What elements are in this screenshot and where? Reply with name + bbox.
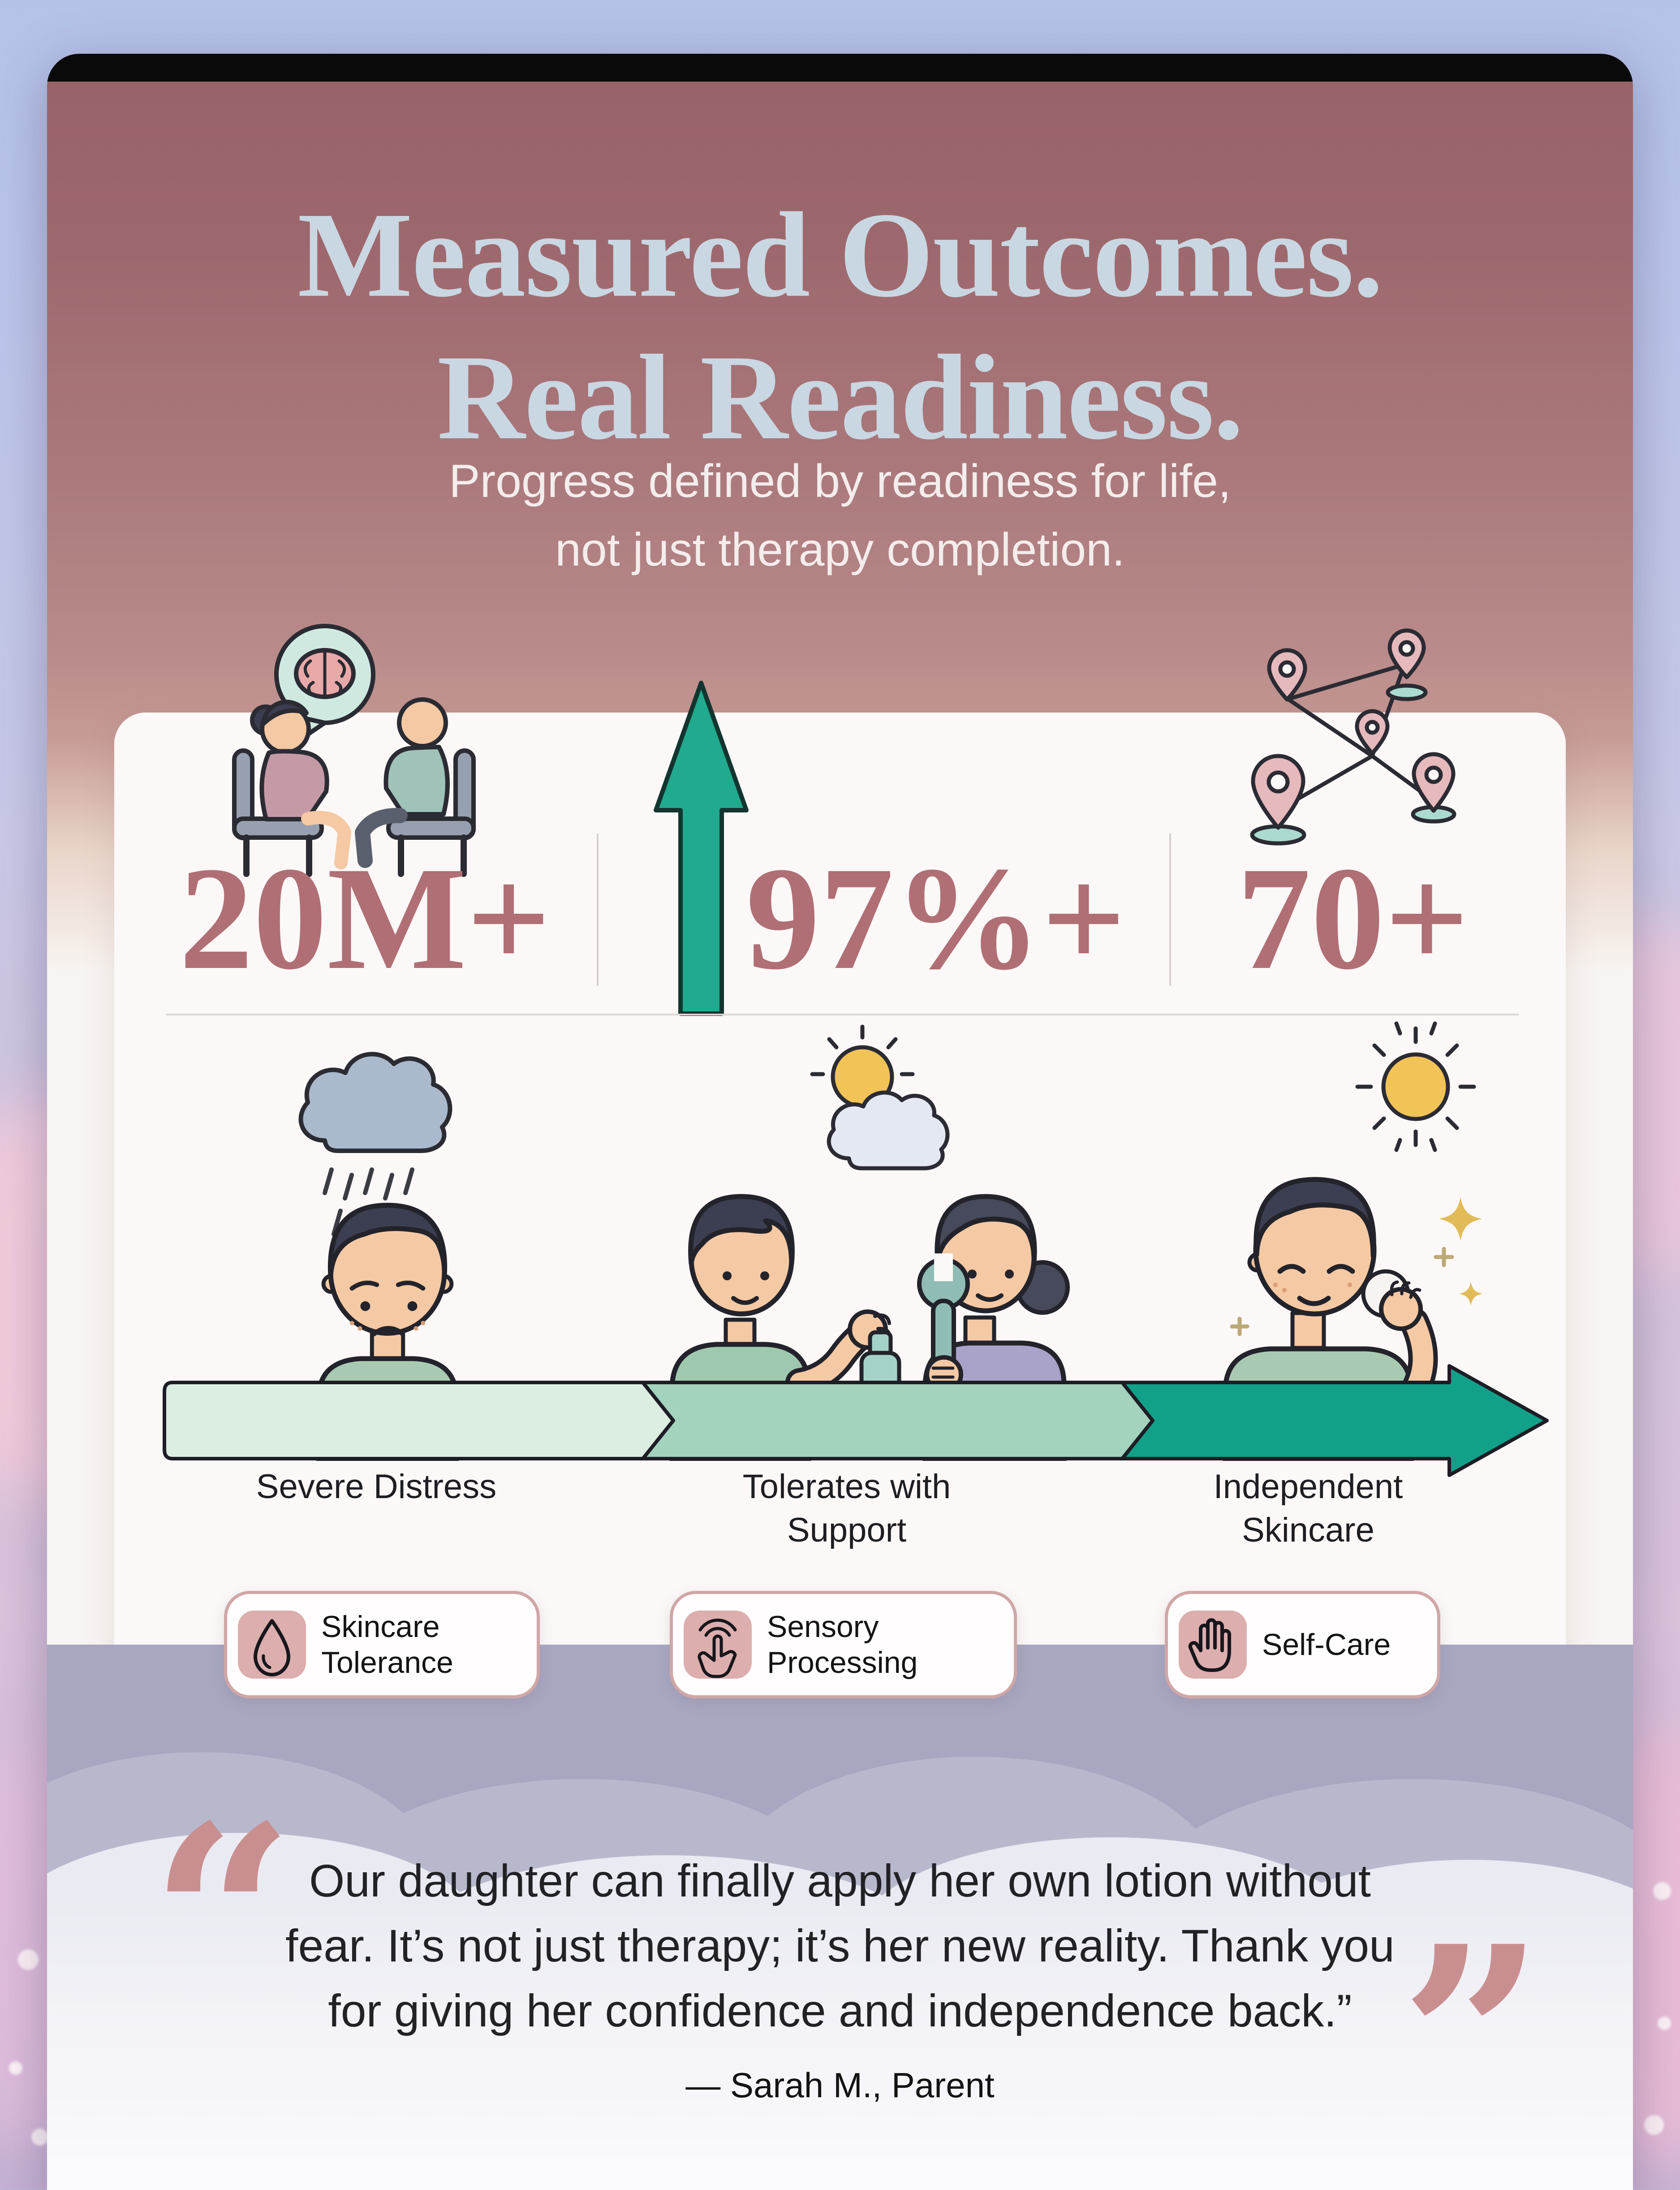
stat-divider	[597, 834, 599, 986]
quote-attribution: — Sarah M., Parent	[685, 2065, 995, 2105]
rain-cloud-icon	[298, 1052, 452, 1241]
sparkle	[1644, 2115, 1664, 2135]
page-subtitle: Progress defined by readiness for life, …	[449, 455, 1231, 576]
sun-behind-cloud-icon	[810, 1024, 950, 1171]
stat-divider	[1169, 834, 1171, 986]
stage-label-tolerates-with-support: Tolerates with Support	[742, 1468, 951, 1549]
badge-self-care: Self-Care	[1165, 1591, 1440, 1698]
touch-gesture-icon	[698, 1618, 737, 1678]
badge-skincare-tolerance: Skincare Tolerance	[224, 1591, 540, 1698]
therapy-session-icon	[232, 624, 476, 877]
cloud-band	[47, 1645, 1633, 2190]
sparkle	[9, 2061, 22, 2075]
sparkle	[1653, 1882, 1671, 1900]
stage-label-independent-skincare: Independent Skincare	[1213, 1468, 1403, 1549]
progress-arrow	[163, 1364, 1549, 1477]
sparkle	[1658, 2017, 1671, 2030]
sparkle	[18, 1949, 39, 1970]
stat-value-clients: 20M+	[179, 837, 551, 1000]
testimonial-quote: Our daughter can finally apply her own l…	[285, 1855, 1395, 2036]
close-quote-mark: ”	[1400, 1892, 1545, 2186]
droplet-icon	[254, 1619, 290, 1676]
badge-label: Skincare Tolerance	[321, 1609, 453, 1680]
quote-background	[47, 1896, 1633, 2190]
growth-arrow-icon	[654, 681, 749, 1016]
badge-sensory-processing: Sensory Processing	[670, 1591, 1017, 1698]
open-hand-icon	[1188, 1618, 1231, 1672]
page-title: Measured Outcomes. Real Readiness.	[47, 184, 1633, 469]
section-divider	[166, 1014, 1519, 1015]
stage-label-severe-distress: Severe Distress	[256, 1468, 497, 1506]
stat-value-success: 97%+	[746, 837, 1126, 1000]
sun-icon	[1355, 1021, 1476, 1152]
stat-value-locations: 70+	[1236, 837, 1469, 1000]
locations-network-icon	[1250, 628, 1456, 846]
sparkle	[31, 2129, 48, 2146]
infographic-card: Measured Outcomes. Real Readiness. Progr…	[47, 54, 1633, 2190]
badge-label: Self-Care	[1262, 1627, 1391, 1662]
card-top-bar	[47, 54, 1633, 82]
title-line-1: Measured Outcomes.	[297, 187, 1383, 322]
open-quote-mark: “	[150, 1771, 295, 2065]
title-line-2: Real Readiness.	[437, 330, 1244, 465]
badge-label: Sensory Processing	[767, 1609, 918, 1680]
